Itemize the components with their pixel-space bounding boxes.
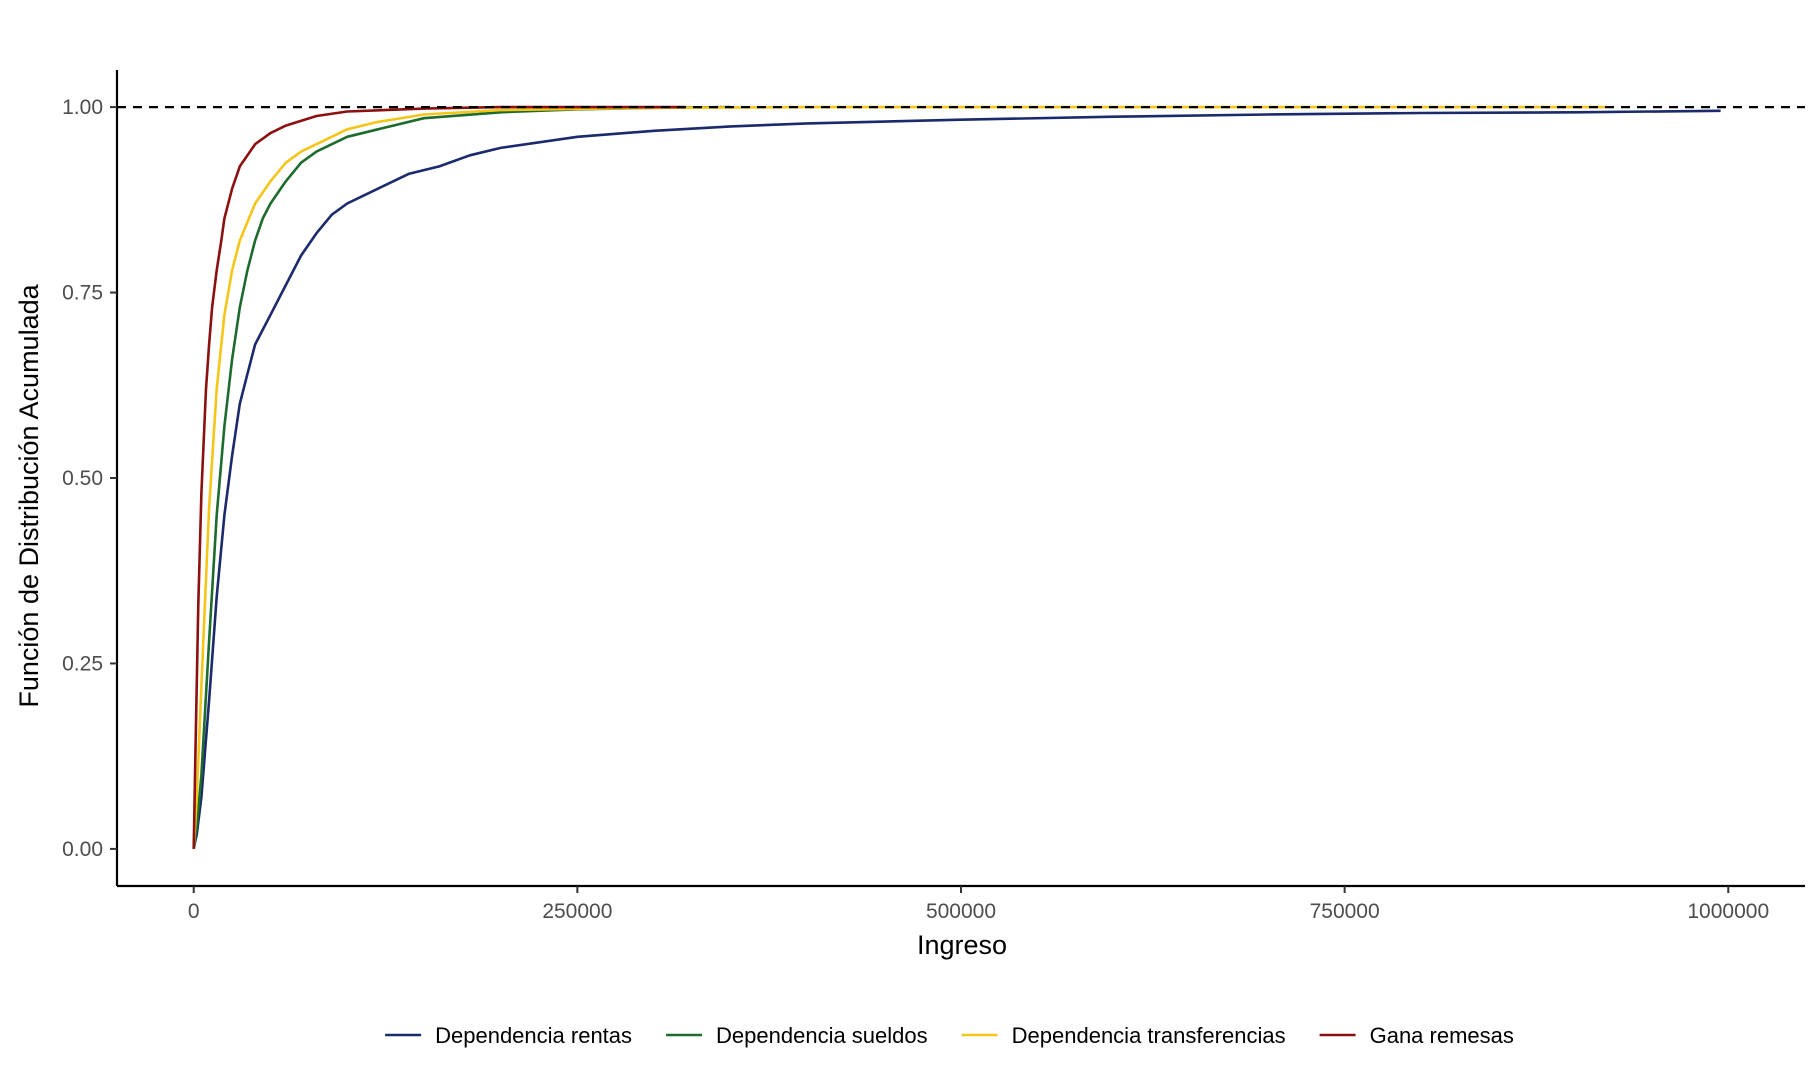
y-tick-label: 1.00 xyxy=(62,96,103,119)
x-tick-label: 0 xyxy=(188,900,200,923)
legend-label: Gana remesas xyxy=(1370,1023,1514,1048)
x-tick-label: 500000 xyxy=(926,900,996,923)
y-tick-label: 0.00 xyxy=(62,838,103,861)
legend-label: Dependencia transferencias xyxy=(1012,1023,1286,1048)
y-tick-label: 0.75 xyxy=(62,282,103,305)
y-tick-label: 0.25 xyxy=(62,652,103,675)
series-line-3 xyxy=(192,105,685,849)
series-line-1 xyxy=(192,105,731,850)
legend-item-3: Gana remesas xyxy=(1319,1023,1514,1048)
series-line-2 xyxy=(192,105,1606,849)
x-tick-label: 250000 xyxy=(542,900,612,923)
y-tick-label: 0.50 xyxy=(62,467,103,490)
x-tick-label: 1000000 xyxy=(1687,900,1769,923)
legend-label: Dependencia sueldos xyxy=(716,1023,928,1048)
y-axis-title: Función de Distribución Acumulada xyxy=(14,283,44,707)
legend-item-1: Dependencia sueldos xyxy=(666,1023,928,1048)
legend-item-2: Dependencia transferencias xyxy=(961,1023,1286,1048)
legend: Dependencia rentas Dependencia sueldos Dep… xyxy=(385,1023,1514,1048)
x-axis-title: Ingreso xyxy=(917,930,1007,960)
tick-layer: 0 250000 500000 750000 1000000 0.00 0.25 0.50 0.… xyxy=(62,96,1769,923)
x-tick-label: 750000 xyxy=(1310,900,1380,923)
series-line-0 xyxy=(192,109,1721,850)
series-layer xyxy=(192,105,1721,850)
legend-item-0: Dependencia rentas xyxy=(385,1023,632,1048)
legend-label: Dependencia rentas xyxy=(435,1023,632,1048)
